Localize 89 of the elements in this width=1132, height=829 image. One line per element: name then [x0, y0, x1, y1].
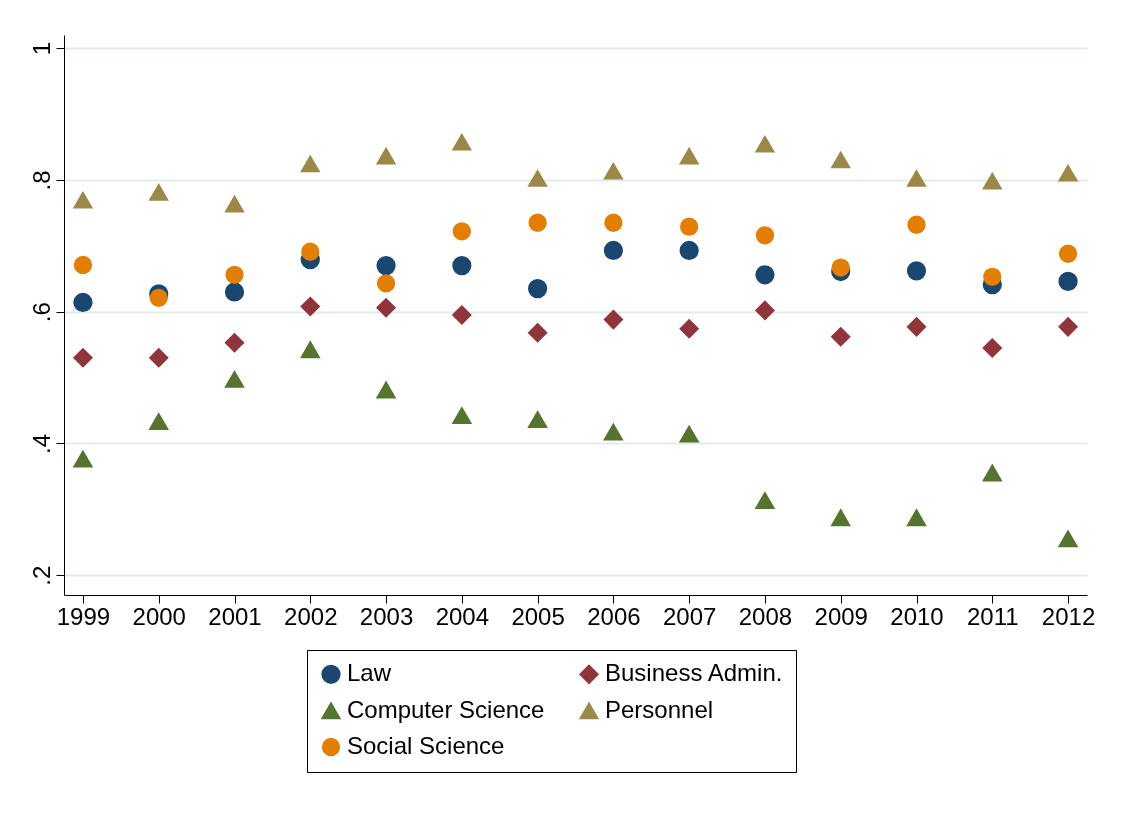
- legend-label: Law: [347, 659, 392, 687]
- x-tick-label: 2010: [890, 602, 944, 630]
- point: [679, 319, 699, 339]
- point: [906, 261, 927, 281]
- point: [225, 371, 244, 388]
- point: [831, 327, 851, 347]
- point: [604, 163, 623, 180]
- point: [225, 333, 244, 353]
- point: [225, 265, 244, 284]
- point: [452, 134, 472, 151]
- point: [376, 148, 396, 165]
- point: [1058, 530, 1078, 548]
- x-tick-label: 2003: [359, 602, 414, 630]
- point: [983, 267, 1002, 286]
- x-tick-label: 2005: [511, 602, 565, 630]
- point: [680, 217, 699, 236]
- x-tick-label: 2006: [587, 602, 641, 630]
- legend-label: Personnel: [605, 696, 714, 723]
- x-tick-label: 2011: [966, 602, 1019, 630]
- point: [603, 240, 624, 261]
- x-tick-label: 2000: [132, 602, 186, 630]
- x-tick-label: 2009: [814, 602, 868, 630]
- point: [73, 192, 93, 209]
- x-tick-label: 2008: [738, 602, 793, 630]
- legend-label: Computer Science: [347, 696, 545, 723]
- x-tick-label: 2012: [1041, 602, 1096, 630]
- point: [1058, 244, 1078, 263]
- point: [679, 425, 699, 443]
- point: [603, 310, 623, 330]
- point: [452, 255, 472, 276]
- point: [149, 413, 169, 431]
- point: [755, 265, 775, 285]
- point: [528, 213, 547, 232]
- x-tick-label: 2007: [662, 602, 717, 630]
- point: [225, 196, 244, 213]
- y-tick-label: .8: [27, 170, 55, 191]
- point: [376, 274, 396, 293]
- point: [149, 184, 168, 201]
- point: [1058, 165, 1078, 182]
- y-tick-label: .6: [27, 302, 55, 323]
- point: [528, 411, 547, 429]
- y-tick-label: 1: [27, 42, 55, 56]
- point: [907, 509, 926, 527]
- point: [452, 305, 472, 325]
- point: [755, 226, 775, 245]
- point: [831, 151, 850, 169]
- legend-label: Social Science: [347, 732, 505, 759]
- point: [224, 282, 245, 302]
- point: [755, 136, 775, 153]
- point: [301, 155, 320, 173]
- y-tick-label: .2: [27, 565, 55, 586]
- point: [907, 317, 926, 337]
- point: [300, 296, 320, 316]
- point: [73, 255, 93, 275]
- point: [983, 173, 1002, 190]
- point: [301, 242, 320, 261]
- point: [679, 148, 699, 165]
- point: [376, 298, 396, 318]
- x-tick-label: 2001: [208, 602, 262, 630]
- x-tick-label: 2004: [435, 602, 490, 630]
- point: [528, 170, 547, 187]
- point: [1058, 271, 1078, 291]
- point: [1058, 317, 1078, 337]
- point: [831, 509, 851, 527]
- point: [149, 348, 169, 368]
- y-tick-label: .4: [27, 433, 55, 454]
- point: [73, 292, 93, 313]
- point: [604, 213, 623, 232]
- point: [982, 338, 1002, 358]
- point: [73, 348, 93, 368]
- point: [831, 258, 850, 277]
- x-tick-label: 1999: [56, 602, 111, 630]
- x-tick-label: 2002: [284, 602, 338, 630]
- point: [452, 222, 471, 241]
- point: [755, 492, 775, 510]
- point: [604, 423, 623, 441]
- point: [376, 381, 396, 399]
- point: [528, 323, 548, 343]
- point: [73, 450, 93, 468]
- point: [982, 464, 1002, 482]
- point: [527, 279, 548, 299]
- legend-label: Business Admin.: [605, 659, 783, 687]
- point: [452, 407, 472, 425]
- point: [907, 215, 926, 234]
- point: [679, 240, 699, 261]
- point: [300, 341, 320, 359]
- point: [755, 300, 775, 320]
- point: [907, 170, 926, 187]
- point: [376, 255, 396, 276]
